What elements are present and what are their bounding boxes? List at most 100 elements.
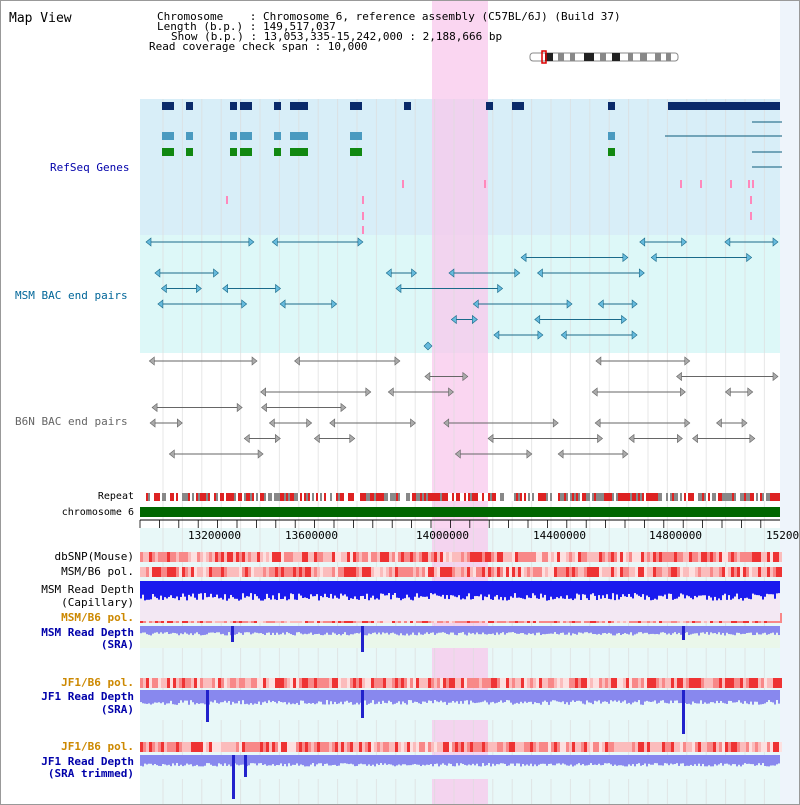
jf1-b6-pol-cell xyxy=(242,678,245,688)
dbsnp-cell xyxy=(464,552,467,562)
gene-exon xyxy=(512,102,524,110)
msm-b6-pol-cell xyxy=(410,567,413,577)
msm-depth-sra-bar xyxy=(704,626,706,634)
msm-depth-capillary-bar xyxy=(660,581,662,596)
jf1-depth-trimmed-bar xyxy=(312,755,314,764)
dbsnp-cell xyxy=(296,552,299,562)
variant-tick xyxy=(402,180,404,188)
jf1-depth-trimmed-bar xyxy=(382,755,384,765)
msm-b6-pol-cell xyxy=(287,567,290,577)
msm-depth-sra-bar xyxy=(396,626,398,635)
repeat-segment xyxy=(160,493,162,501)
jf1-b6-pol-cell xyxy=(413,678,416,688)
jf1-depth-trimmed-bar xyxy=(222,755,224,766)
msm-depth-capillary-bar xyxy=(350,581,352,599)
b6n-bac-end-pairs-label[interactable]: B6N BAC end pairs xyxy=(15,415,128,428)
dbsnp-cell xyxy=(392,552,395,562)
jf1-b6-pol2-cell xyxy=(569,742,572,752)
jf1-depth-trimmed-bar xyxy=(400,755,402,766)
msm-depth-capillary-bar xyxy=(700,581,702,596)
msm-bac-end-pairs-label[interactable]: MSM BAC end pairs xyxy=(15,289,128,302)
jf1-b6-pol-cell xyxy=(728,678,731,688)
msm-b6-pol-cell xyxy=(557,567,560,577)
jf1-depth-sra-bar xyxy=(324,690,326,705)
jf1-depth-trimmed-bar xyxy=(260,755,262,764)
msm-depth-capillary-bar xyxy=(382,581,384,594)
msm-depth-capillary-bar xyxy=(694,581,696,596)
dbsnp-cell xyxy=(164,552,167,562)
dbsnp-cell xyxy=(533,552,536,562)
jf1-b6-pol-cell xyxy=(350,678,353,688)
jf1-depth-trimmed-bar xyxy=(160,755,162,767)
b6n-bac-pair-end xyxy=(424,371,431,382)
jf1-b6-pol-label-1: JF1/B6 pol. xyxy=(61,676,134,689)
msm-depth-capillary-bar xyxy=(636,581,638,595)
repeat-segment xyxy=(494,493,496,501)
msm-depth-sra-bar xyxy=(596,626,598,635)
dbsnp-cell xyxy=(674,552,677,562)
jf1-depth-sra-bar xyxy=(666,690,668,704)
msm-depth-sra-bar xyxy=(700,626,702,633)
jf1-depth-trimmed-bar xyxy=(358,755,360,765)
jf1-depth-trimmed-bar xyxy=(154,755,156,765)
msm-depth-capillary-bar xyxy=(730,581,732,600)
jf1-depth-sra-bar xyxy=(584,690,586,705)
repeat-segment xyxy=(724,493,726,501)
jf1-b6-pol-cell xyxy=(155,678,158,688)
msm-depth-sra-bar xyxy=(690,626,692,635)
jf1-depth-sra-bar xyxy=(176,690,178,705)
repeat-segment xyxy=(732,493,734,501)
jf1-b6-pol2-cell xyxy=(311,742,314,752)
ideogram-band xyxy=(558,53,564,61)
jf1-depth-trimmed-bar xyxy=(706,755,708,767)
msm-b6-pol-cell xyxy=(413,567,416,577)
repeat-segment xyxy=(154,493,156,501)
jf1-depth-sra-bar xyxy=(424,690,426,702)
jf1-depth-trimmed-bar xyxy=(734,755,736,765)
refseq-genes-label[interactable]: RefSeq Genes xyxy=(50,161,130,174)
dbsnp-cell xyxy=(419,552,422,562)
jf1-b6-pol-cell xyxy=(164,678,167,688)
jf1-depth-sra-bar xyxy=(402,690,404,702)
repeat-segment xyxy=(186,493,188,501)
b6n-bac-pair-end xyxy=(340,402,347,413)
jf1-b6-pol2-cell xyxy=(356,742,359,752)
msm-depth-capillary-bar xyxy=(498,581,500,600)
msm-depth-sra-bar xyxy=(588,626,590,634)
jf1-depth-trimmed-bar xyxy=(590,755,592,764)
msm-depth-sra-bar xyxy=(744,626,746,634)
jf1-depth-trimmed-bar xyxy=(388,755,390,765)
dbsnp-cell xyxy=(233,552,236,562)
dbsnp-cell xyxy=(218,552,221,562)
jf1-depth-sra-bar xyxy=(616,690,618,702)
msm-depth-sra-bar xyxy=(608,626,610,633)
repeat-segment xyxy=(526,493,528,501)
repeat-segment xyxy=(246,493,248,501)
jf1-depth-sra-spike xyxy=(206,690,209,722)
msm-depth-capillary-bar xyxy=(228,581,230,599)
repeat-segment xyxy=(276,493,278,501)
jf1-b6-pol-cell xyxy=(251,678,254,688)
msm-depth-sra-bar xyxy=(696,626,698,634)
msm-depth-capillary-bar xyxy=(630,581,632,597)
msm-b6-pol-cell xyxy=(170,567,173,577)
msm-depth-sra-bar xyxy=(154,626,156,633)
msm-depth-sra-bar xyxy=(478,626,480,635)
dbsnp-cell xyxy=(527,552,530,562)
msm-depth-capillary-bar xyxy=(264,581,266,600)
msm-depth-sra-bar xyxy=(532,626,534,634)
selection-highlight xyxy=(432,0,488,805)
jf1-b6-pol-cell xyxy=(575,678,578,688)
msm-depth-capillary-bar xyxy=(444,581,446,599)
jf1-depth-sra-bar xyxy=(396,690,398,703)
msm-depth-capillary-bar xyxy=(606,581,608,595)
msm-depth-sra-bar xyxy=(576,626,578,635)
msm-depth-capillary-sublabel: (Capillary) xyxy=(61,596,134,609)
dbsnp-cell xyxy=(455,552,458,562)
jf1-depth-trimmed-bar xyxy=(572,755,574,767)
msm-bac-pair-end xyxy=(534,314,541,325)
msm-depth-capillary-bar xyxy=(486,581,488,598)
dbsnp-cell xyxy=(287,552,290,562)
msm-depth-sra-bar xyxy=(218,626,220,633)
chromosome-label: chromosome 6 xyxy=(61,507,134,518)
